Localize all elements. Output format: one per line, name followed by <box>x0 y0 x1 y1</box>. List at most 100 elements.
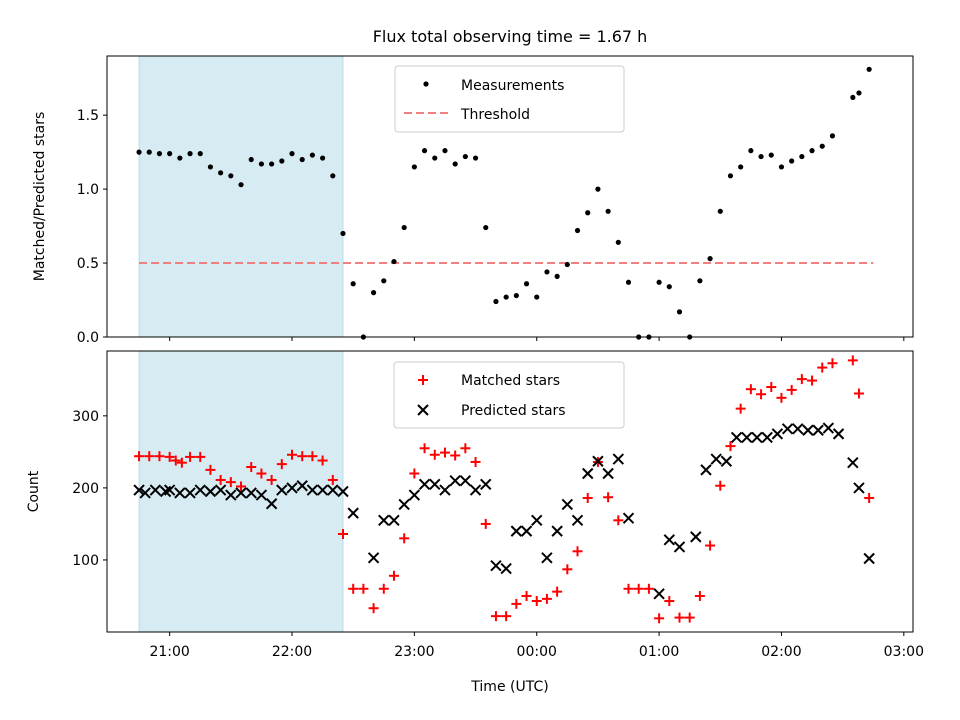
predicted-star-point <box>408 489 421 501</box>
measurement-point <box>320 155 326 161</box>
x-tick-label: 23:00 <box>394 644 434 660</box>
predicted-stars-series <box>133 422 875 600</box>
measurement-point <box>493 298 499 305</box>
measurement-point <box>758 153 764 160</box>
measurement-point <box>156 151 163 157</box>
measurement-point <box>207 164 214 170</box>
predicted-star-point <box>245 487 257 499</box>
legend-matched-label: Matched stars <box>461 373 560 389</box>
matched-star-point <box>633 583 644 594</box>
predicted-star-point <box>792 423 804 435</box>
matched-star-point <box>756 389 767 400</box>
matched-star-point <box>317 455 328 466</box>
top-y-tick-label: 0.5 <box>77 256 99 272</box>
predicted-star-point <box>174 487 186 499</box>
predicted-star-point <box>582 467 594 480</box>
legend-measurements-marker <box>423 81 429 87</box>
predicted-star-point <box>673 541 686 553</box>
measurement-point <box>574 227 581 234</box>
matched-star-point <box>236 481 247 492</box>
predicted-star-point <box>751 431 763 444</box>
measurement-point <box>350 281 356 287</box>
measurement-point <box>462 153 468 160</box>
measurement-point <box>829 133 836 139</box>
x-tick-label: 22:00 <box>272 644 312 660</box>
matched-star-point <box>715 480 726 491</box>
measurement-point <box>370 290 377 296</box>
matched-star-point <box>694 590 705 601</box>
measurement-point <box>523 281 530 287</box>
matched-star-point <box>154 451 165 462</box>
measurement-point <box>258 161 265 167</box>
predicted-star-point <box>541 552 553 564</box>
matched-star-point <box>388 570 399 581</box>
predicted-star-point <box>771 428 784 440</box>
measurement-point <box>228 173 234 179</box>
matched-star-point <box>766 382 777 393</box>
predicted-star-point <box>225 489 237 501</box>
legend-threshold-label: Threshold <box>460 107 530 123</box>
predicted-star-point <box>561 498 574 511</box>
matched-star-point <box>817 362 828 373</box>
predicted-star-point <box>235 487 247 499</box>
predicted-star-point <box>133 484 145 496</box>
measurement-point <box>707 256 713 262</box>
predicted-star-point <box>276 484 288 496</box>
predicted-star-point <box>449 474 461 487</box>
matched-star-point <box>613 515 624 526</box>
top-y-tick-label: 0.0 <box>77 330 99 346</box>
predicted-star-point <box>571 514 584 527</box>
predicted-star-point <box>204 485 217 498</box>
measurement-point <box>432 155 438 161</box>
top-y-tick-label: 1.5 <box>77 108 99 124</box>
predicted-star-point <box>490 560 502 572</box>
matched-star-point <box>246 462 257 473</box>
matched-star-point <box>643 583 654 594</box>
matched-star-point <box>307 451 318 462</box>
measurement-point <box>279 158 285 164</box>
matched-star-point <box>521 590 532 601</box>
predicted-star-point <box>429 478 441 491</box>
matched-star-point <box>623 583 634 594</box>
legend-predicted-label: Predicted stars <box>461 403 566 419</box>
bottom-y-tick-label: 300 <box>72 409 99 425</box>
matched-star-point <box>735 403 746 414</box>
predicted-star-point <box>520 525 533 537</box>
measurement-point <box>442 148 448 154</box>
measurement-point <box>656 279 662 285</box>
predicted-star-point <box>388 514 400 527</box>
predicted-star-point <box>812 424 824 436</box>
matched-star-point <box>256 468 267 479</box>
matched-star-point <box>164 451 175 462</box>
predicted-star-point <box>781 423 794 435</box>
matched-star-point <box>368 603 379 614</box>
matched-star-point <box>853 388 864 399</box>
legend-matched-marker <box>418 375 428 385</box>
predicted-star-point <box>316 484 329 496</box>
matched-star-point <box>511 598 522 609</box>
bottom-legend-box <box>393 361 625 429</box>
predicted-star-point <box>296 480 308 492</box>
measurement-point <box>340 230 346 237</box>
measurement-point <box>585 210 591 216</box>
matched-star-point <box>827 358 838 369</box>
measurement-point <box>421 148 428 154</box>
measurement-point <box>269 161 275 167</box>
predicted-star-point <box>761 431 773 444</box>
legend-predicted-cross <box>417 404 429 416</box>
measurement-point <box>136 149 142 155</box>
predicted-star-point <box>398 498 410 511</box>
measurement-point <box>238 182 244 188</box>
predicted-star-point <box>347 507 359 519</box>
matched-star-point <box>205 464 216 475</box>
measurement-point <box>289 151 295 157</box>
matched-stars-series <box>134 355 875 624</box>
measurement-point <box>218 170 224 176</box>
measurement-point <box>544 269 550 275</box>
measurement-point <box>778 164 785 170</box>
matched-star-point <box>664 596 675 607</box>
matched-star-point <box>170 455 181 466</box>
measurement-point <box>748 148 754 154</box>
measurement-point <box>666 284 672 290</box>
matched-star-point <box>776 392 787 403</box>
